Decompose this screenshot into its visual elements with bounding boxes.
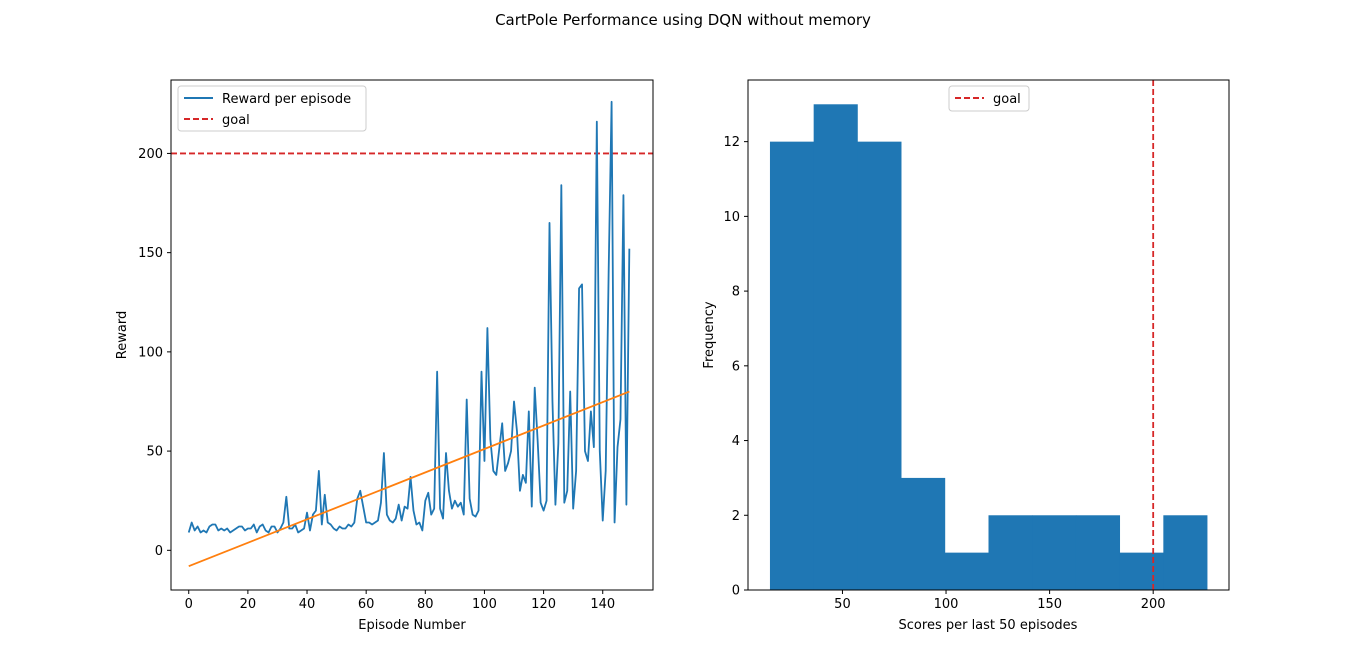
y-tick-label: 0: [732, 584, 740, 599]
histogram-bar: [857, 141, 902, 590]
histogram-bar: [769, 141, 815, 590]
histogram-bar: [1163, 515, 1208, 590]
left-axes-frame: [170, 79, 654, 591]
x-tick-label: 50: [834, 597, 851, 612]
histogram-bar: [1119, 552, 1164, 590]
histogram-bar: [901, 477, 946, 590]
y-tick-label: 12: [723, 135, 740, 150]
trend-line: [188, 390, 630, 568]
histogram-bar: [1032, 515, 1077, 590]
x-tick-label: 40: [299, 597, 316, 612]
y-tick-label: 6: [732, 359, 740, 374]
x-tick-label: 200: [1141, 597, 1166, 612]
right-y-ticks: 0 2 4 6 8 10 12: [723, 135, 748, 599]
reward-line-chart: 0 20 40 60 80 100 120 140 0 50 100 150 200 Episode …: [115, 79, 654, 633]
x-tick-label: 60: [358, 597, 375, 612]
left-x-ticks: 0 20 40 60 80 100 120 140: [185, 590, 615, 612]
histogram-plot-area: [769, 80, 1208, 590]
score-histogram: 50 100 150 200 0 2 4 6 8 10 12 Scores per last 50…: [702, 79, 1230, 633]
right-x-ticks: 50 100 150 200: [834, 590, 1166, 612]
histogram-bar: [988, 515, 1033, 590]
line-plot-area: [171, 100, 653, 568]
y-tick-label: 50: [146, 445, 163, 460]
histogram-bar: [1075, 515, 1121, 590]
x-tick-label: 80: [417, 597, 434, 612]
right-x-axis-label: Scores per last 50 episodes: [899, 618, 1078, 633]
y-tick-label: 100: [138, 345, 163, 360]
figure-title: CartPole Performance using DQN without m…: [495, 11, 871, 29]
left-legend-box: [177, 85, 367, 132]
histogram-bar: [813, 104, 858, 590]
x-tick-label: 20: [240, 597, 257, 612]
left-x-axis-label: Episode Number: [358, 618, 466, 633]
y-tick-label: 2: [732, 509, 740, 524]
left-y-ticks: 0 50 100 150 200: [138, 147, 171, 559]
y-tick-label: 200: [138, 147, 163, 162]
x-tick-label: 0: [185, 597, 193, 612]
histogram-bar: [944, 552, 989, 590]
y-tick-label: 4: [732, 434, 740, 449]
y-tick-label: 0: [155, 544, 163, 559]
reward-series-line: [187, 100, 631, 534]
x-tick-label: 140: [590, 597, 615, 612]
legend-goal-label: goal: [222, 113, 250, 128]
right-legend-box: [948, 85, 1030, 112]
right-legend: goal: [948, 85, 1030, 112]
legend-reward-label: Reward per episode: [222, 92, 351, 107]
y-tick-label: 150: [138, 246, 163, 261]
left-y-axis-label: Reward: [115, 311, 130, 359]
legend-goal-label-hist: goal: [993, 92, 1021, 107]
x-tick-label: 100: [934, 597, 959, 612]
y-tick-label: 10: [723, 210, 740, 225]
x-tick-label: 120: [531, 597, 556, 612]
x-tick-label: 100: [472, 597, 497, 612]
left-legend: Reward per episode goal: [177, 85, 367, 132]
right-axes-frame: [747, 79, 1230, 591]
right-y-axis-label: Frequency: [702, 301, 717, 368]
x-tick-label: 150: [1037, 597, 1062, 612]
y-tick-label: 8: [732, 285, 740, 300]
